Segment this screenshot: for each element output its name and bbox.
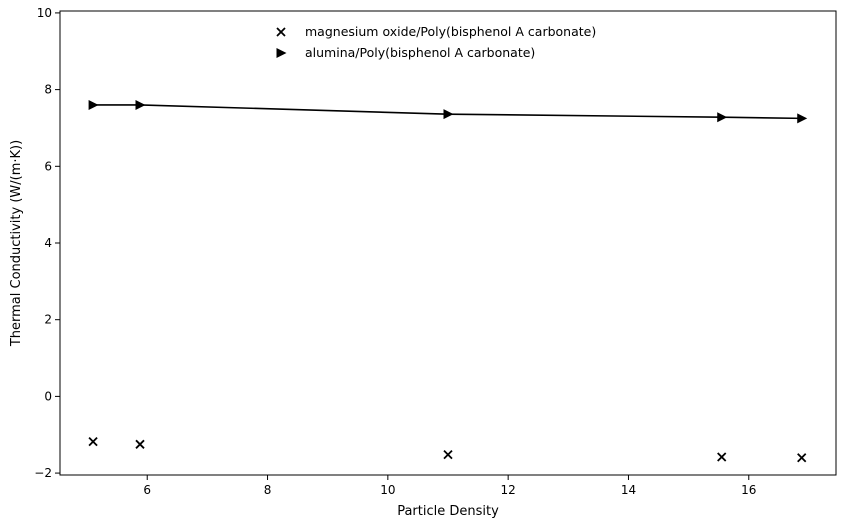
- data-point: [797, 453, 807, 463]
- legend-marker: [276, 48, 287, 58]
- x-tick-label: 8: [264, 483, 272, 497]
- data-point: [88, 437, 98, 447]
- y-tick-label: 6: [44, 159, 52, 173]
- y-tick-label: 4: [44, 236, 52, 250]
- x-tick-label: 16: [741, 483, 756, 497]
- data-point: [717, 452, 727, 462]
- legend: magnesium oxide/Poly(bisphenol A carbona…: [276, 24, 596, 60]
- x-marker-stroke: [443, 450, 453, 460]
- legend-label: magnesium oxide/Poly(bisphenol A carbona…: [305, 24, 596, 39]
- legend-entry: alumina/Poly(bisphenol A carbonate): [276, 45, 535, 60]
- x-marker-stroke: [717, 452, 727, 462]
- y-tick-label: −2: [34, 466, 52, 480]
- x-marker-stroke: [797, 453, 807, 463]
- x-tick-label: 10: [380, 483, 395, 497]
- x-tick-label: 12: [501, 483, 516, 497]
- data-point: [797, 113, 808, 124]
- data-point: [135, 439, 145, 449]
- legend-entry: magnesium oxide/Poly(bisphenol A carbona…: [276, 24, 596, 39]
- legend-marker: [276, 27, 286, 37]
- y-axis-label: Thermal Conductivity (W/(m·K)): [9, 140, 24, 347]
- data-point: [443, 109, 454, 120]
- series-1: [88, 437, 807, 463]
- y-tick-label: 8: [44, 83, 52, 97]
- series-2: [88, 99, 808, 124]
- data-point: [135, 99, 146, 110]
- x-tick-label: 6: [143, 483, 151, 497]
- x-marker-stroke: [88, 437, 98, 447]
- plot-frame: [59, 10, 837, 476]
- x-marker-stroke: [135, 439, 145, 449]
- marks-layer: [88, 99, 808, 463]
- y-tick-label: 10: [37, 6, 52, 20]
- y-tick-label: 2: [44, 313, 52, 327]
- x-marker-stroke: [276, 27, 286, 37]
- ticks-layer: 6 8 10 12 14 16 −2 0 2 4 6 8 10: [34, 6, 756, 497]
- x-axis-label: Particle Density: [397, 504, 499, 519]
- data-point: [717, 112, 728, 123]
- data-point: [443, 450, 453, 460]
- x-tick-label: 14: [621, 483, 636, 497]
- data-point: [88, 99, 99, 110]
- legend-label: alumina/Poly(bisphenol A carbonate): [305, 45, 535, 60]
- y-tick-label: 0: [44, 389, 52, 403]
